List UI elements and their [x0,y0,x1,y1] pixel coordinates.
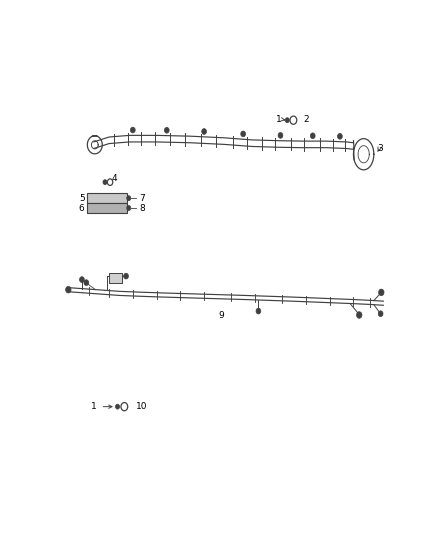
Circle shape [124,273,128,279]
Text: 9: 9 [218,311,224,320]
Circle shape [378,289,384,296]
Circle shape [202,128,206,134]
Circle shape [127,206,131,211]
Circle shape [256,308,261,314]
Circle shape [107,179,113,185]
Text: 8: 8 [140,204,145,213]
FancyBboxPatch shape [110,273,122,282]
Circle shape [357,312,362,318]
Text: 3: 3 [378,144,384,154]
Text: 1: 1 [91,402,97,411]
Text: 7: 7 [140,193,145,203]
Circle shape [378,311,383,317]
Circle shape [131,127,135,133]
Text: 2: 2 [303,115,309,124]
Text: 10: 10 [135,402,147,411]
Circle shape [66,286,71,293]
Circle shape [116,404,120,409]
FancyBboxPatch shape [87,203,127,213]
Circle shape [127,196,131,200]
Circle shape [278,133,283,138]
Text: 6: 6 [79,204,85,213]
Text: 1: 1 [276,115,282,124]
Circle shape [241,131,246,137]
Circle shape [80,277,84,282]
Circle shape [121,402,128,411]
Text: 5: 5 [79,193,85,203]
Circle shape [290,116,297,124]
Circle shape [285,118,290,123]
Circle shape [103,180,107,184]
FancyBboxPatch shape [87,193,127,204]
Text: 4: 4 [111,174,117,183]
Circle shape [164,127,169,133]
Circle shape [311,133,315,139]
Circle shape [338,133,342,139]
Circle shape [84,280,88,286]
